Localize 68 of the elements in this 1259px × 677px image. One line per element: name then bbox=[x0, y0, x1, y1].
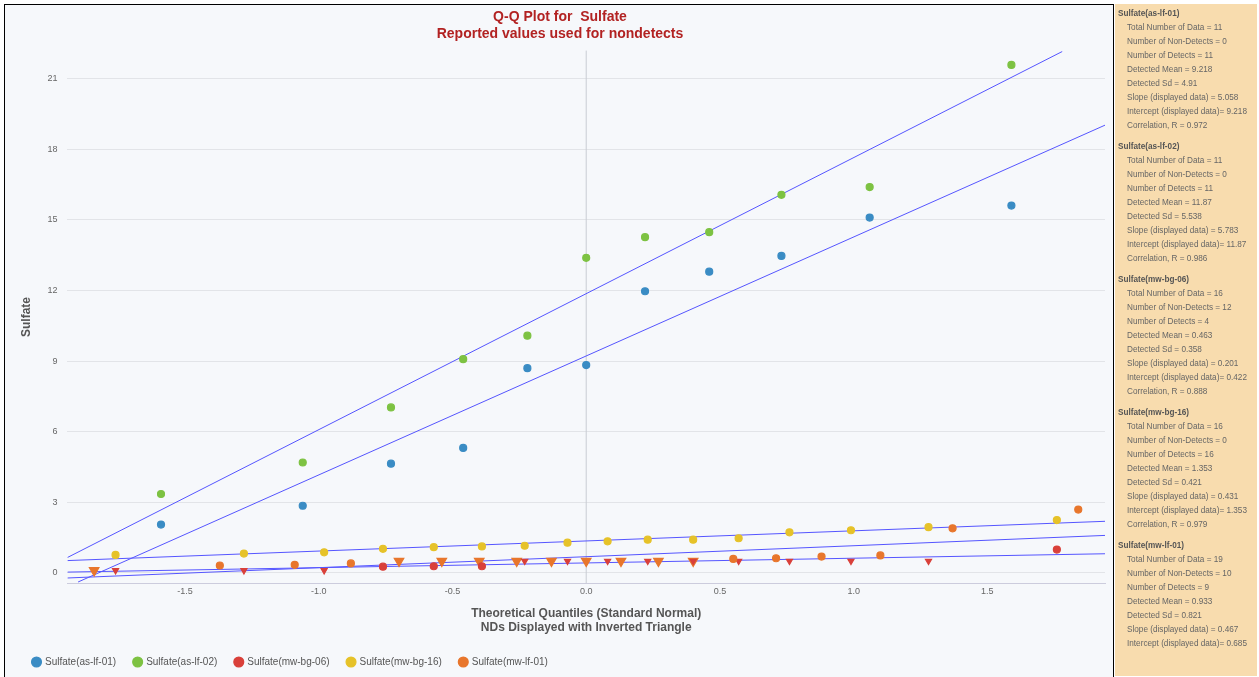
text: Intercept (displayed data)= 0.422 bbox=[1126, 372, 1248, 384]
text: Correlation, R = 0.986 bbox=[1126, 253, 1209, 265]
text: Detected Mean = 0.463 bbox=[1126, 330, 1214, 342]
legend-label: Sulfate(mw-bg-06) bbox=[247, 655, 330, 667]
text: Detected Mean = 0.933 bbox=[1126, 596, 1214, 608]
legend-label: Sulfate(mw-lf-01) bbox=[471, 655, 548, 667]
text: Intercept (displayed data)= 9.218 bbox=[1126, 106, 1248, 118]
y-tick-label: 0 bbox=[52, 567, 58, 578]
text: Detected Mean = 1.353 bbox=[1126, 463, 1214, 475]
y-axis-title: Sulfate bbox=[18, 296, 33, 338]
text: Correlation, R = 0.972 bbox=[1126, 120, 1209, 132]
text: Sulfate(as-lf-02) bbox=[1117, 141, 1181, 153]
chart-subtitle: Reported values used for nondetects bbox=[436, 25, 684, 42]
text: Number of Detects = 11 bbox=[1126, 50, 1215, 62]
text: Detected Sd = 0.421 bbox=[1126, 477, 1203, 489]
x-tick-label: -1.5 bbox=[177, 586, 193, 597]
text: Number of Non-Detects = 0 bbox=[1126, 169, 1228, 181]
text: Sulfate(mw-bg-16) bbox=[1117, 407, 1190, 419]
legend-label: Sulfate(as-lf-01) bbox=[45, 655, 117, 667]
y-tick-label: 6 bbox=[52, 426, 58, 437]
y-tick-label: 21 bbox=[47, 73, 58, 84]
x-axis-title: Theoretical Quantiles (Standard Normal) NDs Displayed with Inverted Triangle bbox=[471, 605, 702, 635]
x-tick-label: -0.5 bbox=[444, 586, 461, 597]
text: Intercept (displayed data)= 1.353 bbox=[1126, 505, 1248, 517]
chart-title: Q-Q Plot for Sulfate bbox=[493, 8, 628, 25]
text: Number of Detects = 16 bbox=[1126, 449, 1215, 461]
text: Number of Detects = 9 bbox=[1126, 582, 1211, 594]
text: Detected Sd = 5.538 bbox=[1126, 211, 1203, 223]
text: Detected Sd = 0.821 bbox=[1126, 610, 1203, 622]
text: Slope (displayed data) = 0.201 bbox=[1126, 358, 1240, 370]
y-tick-label: 9 bbox=[52, 355, 58, 366]
text: Number of Detects = 11 bbox=[1126, 183, 1215, 195]
text: Total Number of Data = 16 bbox=[1126, 288, 1224, 300]
text: Sulfate(mw-lf-01) bbox=[1117, 540, 1185, 552]
x-tick-label: 1.0 bbox=[847, 586, 860, 597]
x-tick-label: 1.5 bbox=[981, 586, 994, 597]
x-tick-label: 0.5 bbox=[713, 586, 727, 597]
text: Slope (displayed data) = 0.431 bbox=[1126, 491, 1240, 503]
text: Detected Sd = 4.91 bbox=[1126, 78, 1199, 90]
text: Number of Non-Detects = 12 bbox=[1126, 302, 1233, 314]
text: Sulfate(as-lf-01) bbox=[1117, 8, 1181, 20]
legend-label: Sulfate(as-lf-02) bbox=[146, 655, 218, 667]
text: Detected Mean = 11.87 bbox=[1126, 197, 1213, 209]
text: Sulfate(mw-bg-06) bbox=[1117, 274, 1190, 286]
text: Total Number of Data = 16 bbox=[1126, 421, 1224, 433]
text: Total Number of Data = 11 bbox=[1126, 155, 1224, 167]
y-tick-label: 12 bbox=[47, 285, 58, 296]
text: Number of Non-Detects = 10 bbox=[1126, 568, 1233, 580]
text: Number of Non-Detects = 0 bbox=[1126, 36, 1228, 48]
legend-label: Sulfate(mw-bg-16) bbox=[359, 655, 442, 667]
text: Slope (displayed data) = 5.783 bbox=[1126, 225, 1240, 237]
x-tick-label: 0.0 bbox=[579, 586, 593, 597]
text: Number of Detects = 4 bbox=[1126, 316, 1211, 328]
text: Intercept (displayed data)= 0.685 bbox=[1126, 638, 1248, 650]
y-tick-label: 15 bbox=[47, 214, 58, 225]
text: Detected Sd = 0.358 bbox=[1126, 344, 1203, 356]
text: Total Number of Data = 19 bbox=[1126, 554, 1224, 566]
text: Correlation, R = 0.888 bbox=[1126, 386, 1209, 398]
x-tick-label: -1.0 bbox=[311, 586, 327, 597]
text: Detected Mean = 9.218 bbox=[1126, 64, 1214, 76]
text: Intercept (displayed data)= 11.87 bbox=[1126, 239, 1248, 251]
text: Number of Non-Detects = 0 bbox=[1126, 435, 1228, 447]
y-tick-label: 3 bbox=[52, 496, 58, 507]
text: Correlation, R = 0.979 bbox=[1126, 519, 1209, 531]
text: Slope (displayed data) = 0.467 bbox=[1126, 624, 1240, 636]
text: Total Number of Data = 11 bbox=[1126, 22, 1224, 34]
y-tick-label: 18 bbox=[47, 143, 58, 154]
text: Slope (displayed data) = 5.058 bbox=[1126, 92, 1240, 104]
